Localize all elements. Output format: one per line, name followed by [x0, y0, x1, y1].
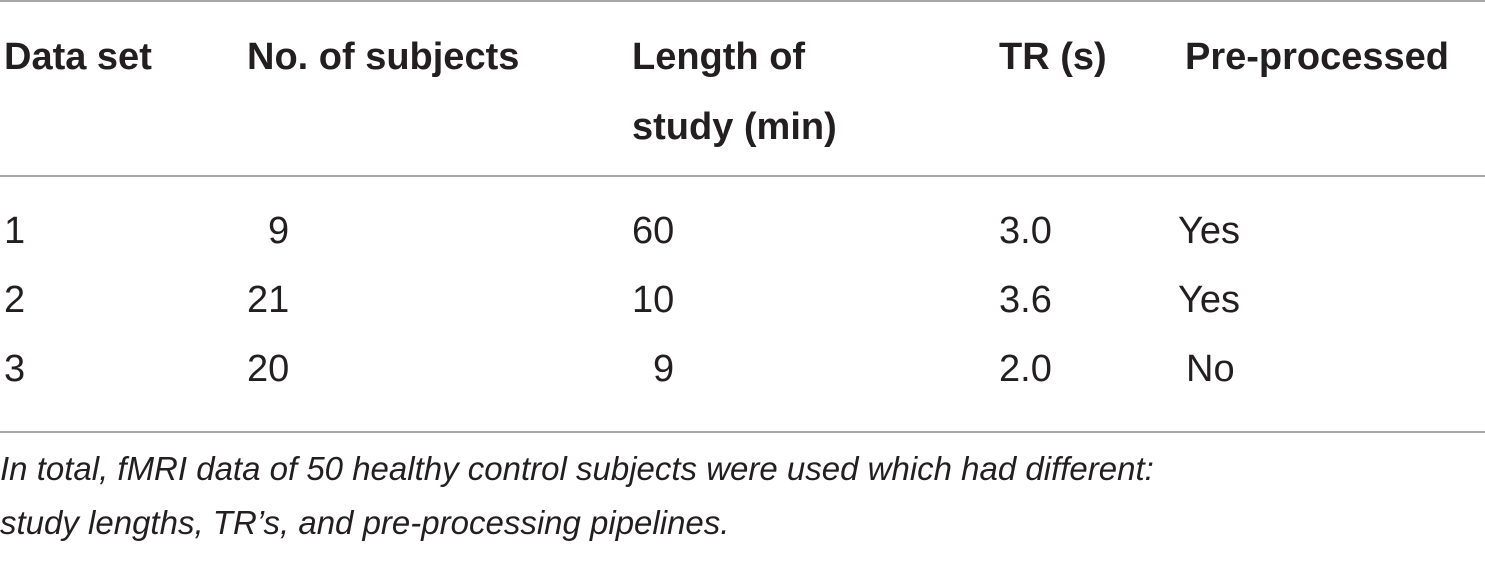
row1-tr: 3.0: [999, 210, 1052, 252]
header-length-of-study-line1: Length of: [632, 36, 806, 78]
table-top-rule: [0, 0, 1485, 2]
row1-preprocessed: Yes: [1178, 210, 1240, 252]
footnote-line-1: In total, fMRI data of 50 healthy contro…: [0, 450, 1154, 487]
row3-data-set: 3: [4, 348, 26, 390]
row1-length: 60: [632, 210, 675, 252]
row2-preprocessed: Yes: [1178, 279, 1240, 321]
row2-length: 10: [632, 279, 675, 321]
row2-data-set: 2: [4, 279, 26, 321]
header-length-of-study-line2: study (min): [632, 106, 837, 148]
row1-subjects: 9: [268, 210, 290, 252]
row3-tr: 2.0: [999, 348, 1052, 390]
footnote-line-2: study lengths, TR’s, and pre-processing …: [0, 504, 730, 541]
header-separator-rule: [0, 175, 1485, 177]
row3-length: 9: [653, 348, 675, 390]
header-data-set: Data set: [4, 36, 152, 78]
table-bottom-rule: [0, 431, 1485, 433]
row1-data-set: 1: [4, 210, 26, 252]
row3-preprocessed: No: [1186, 348, 1235, 390]
header-tr: TR (s): [999, 36, 1107, 78]
row3-subjects: 20: [247, 348, 290, 390]
header-no-of-subjects: No. of subjects: [247, 36, 520, 78]
table-footnote: In total, fMRI data of 50 healthy contro…: [0, 442, 1485, 550]
row2-subjects: 21: [247, 279, 290, 321]
row2-tr: 3.6: [999, 279, 1052, 321]
header-pre-processed: Pre-processed: [1185, 36, 1450, 78]
